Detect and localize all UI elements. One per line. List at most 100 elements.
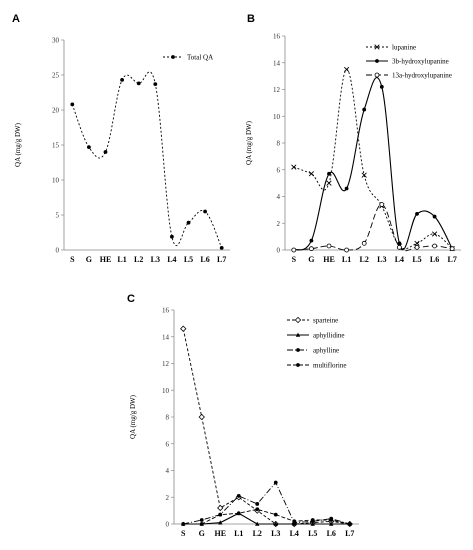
data-point xyxy=(344,186,349,191)
legend-label: multiflorine xyxy=(313,362,346,370)
x-tick-label: L7 xyxy=(217,255,226,264)
series-13a-hydroxylupanine xyxy=(291,202,455,253)
y-tick-label: 10 xyxy=(162,387,170,395)
data-point xyxy=(397,241,402,246)
y-axis-label: QA (mg/g DW) xyxy=(129,394,137,439)
x-tick-label: G xyxy=(308,255,314,264)
x-tick-label: L2 xyxy=(360,255,369,264)
data-point xyxy=(308,246,314,252)
legend: sparteine aphyllidine aphylline multiflorin… xyxy=(287,317,346,370)
data-point xyxy=(379,202,385,207)
data-point xyxy=(199,522,204,526)
y-tick-label: 12 xyxy=(273,86,281,94)
legend: Total QA xyxy=(163,54,213,62)
data-point xyxy=(292,519,297,524)
y-tick-label: 2 xyxy=(277,220,281,228)
data-point xyxy=(347,522,352,526)
data-point-stroke xyxy=(308,171,315,177)
data-point xyxy=(199,518,204,522)
data-point xyxy=(329,521,334,526)
data-point xyxy=(361,172,367,178)
data-point xyxy=(219,246,224,250)
y-tick-label: 12 xyxy=(162,360,170,368)
x-tick-label: L6 xyxy=(327,529,336,538)
data-point xyxy=(273,512,278,517)
data-point xyxy=(255,502,260,506)
data-point xyxy=(273,521,278,526)
x-tick-label: L3 xyxy=(377,255,386,264)
y-axis-label: QA (mg/g DW) xyxy=(245,120,253,165)
y-axis-label: QA (mg/g DW) xyxy=(14,122,22,167)
data-point xyxy=(186,220,191,225)
data-point xyxy=(273,480,278,485)
panel-label: B xyxy=(247,13,255,25)
panel-b: B 0 2 4 6 8 10 12 14 16 S G HE L1 L2 L3 L4 L5 L6 L7 QA (mg/g… xyxy=(245,13,461,264)
data-point xyxy=(326,180,332,186)
legend-label: sparteine xyxy=(313,317,338,325)
y-tick-label: 14 xyxy=(273,59,281,67)
x-tick-label: L3 xyxy=(151,255,160,264)
legend: lupanine 3b-hydroxylupanine 13a-hydroxylup… xyxy=(366,44,452,80)
data-point-stroke xyxy=(414,240,420,246)
series-line xyxy=(183,508,350,525)
y-tick-label: 0 xyxy=(56,247,60,255)
data-point xyxy=(415,211,419,216)
y-tick-label: 4 xyxy=(277,193,281,201)
data-point-stroke xyxy=(431,231,438,237)
legend-label: lupanine xyxy=(392,44,416,52)
data-point xyxy=(344,247,350,253)
legend-label: aphylline xyxy=(313,347,339,355)
data-point xyxy=(432,243,438,249)
data-point-stroke xyxy=(343,66,350,73)
data-point-stroke xyxy=(326,180,332,186)
series-line xyxy=(293,204,453,252)
y-tick-label: 6 xyxy=(166,440,170,448)
panel-label: A xyxy=(12,13,20,25)
data-point xyxy=(120,78,124,82)
legend-marker-stroke xyxy=(374,44,380,50)
data-point xyxy=(310,518,315,522)
data-point xyxy=(329,518,334,522)
panel-c: C 0 2 4 6 8 10 12 14 16 S G HE L1 L2 L3 L4 L5 L6 L7 QA (mg/g… xyxy=(127,293,359,538)
data-point xyxy=(431,231,438,237)
y-tick-label: 25 xyxy=(52,72,60,80)
legend-marker xyxy=(171,55,175,59)
legend-marker xyxy=(374,72,380,78)
series-line xyxy=(71,71,223,249)
y-tick-label: 5 xyxy=(56,212,60,220)
data-point xyxy=(236,511,241,516)
y-tick-label: 2 xyxy=(166,494,170,502)
data-point xyxy=(255,507,260,512)
data-point-stroke xyxy=(291,164,297,170)
x-tick-label: L2 xyxy=(134,255,143,264)
data-point xyxy=(136,81,141,86)
x-tick-label: L1 xyxy=(342,255,351,264)
x-tick-label: HE xyxy=(214,529,226,538)
data-point xyxy=(218,520,223,525)
legend-label: 3b-hydroxylupanine xyxy=(392,58,449,66)
series-line xyxy=(183,512,350,525)
data-point xyxy=(255,521,260,526)
x-tick-label: L4 xyxy=(290,529,299,538)
data-point xyxy=(432,214,437,219)
data-point xyxy=(291,164,297,170)
data-point xyxy=(414,244,420,250)
series-line xyxy=(182,328,350,525)
data-point xyxy=(180,325,187,332)
x-tick-label: L6 xyxy=(200,255,209,264)
legend-label: 13a-hydroxylupanine xyxy=(392,72,452,80)
series-sparteine xyxy=(180,325,353,528)
data-point xyxy=(87,145,91,150)
x-tick-label: L5 xyxy=(412,255,421,264)
series-aphylline xyxy=(181,480,352,526)
data-point xyxy=(198,413,205,421)
x-tick-label: L7 xyxy=(345,529,354,538)
series-multiflorine xyxy=(181,507,352,526)
x-tick-label: S xyxy=(292,255,297,264)
x-tick-label: L4 xyxy=(395,255,404,264)
series-line xyxy=(183,481,350,525)
y-tick-label: 4 xyxy=(166,467,170,475)
legend-marker xyxy=(295,332,301,337)
x-tick-label: G xyxy=(199,529,205,538)
